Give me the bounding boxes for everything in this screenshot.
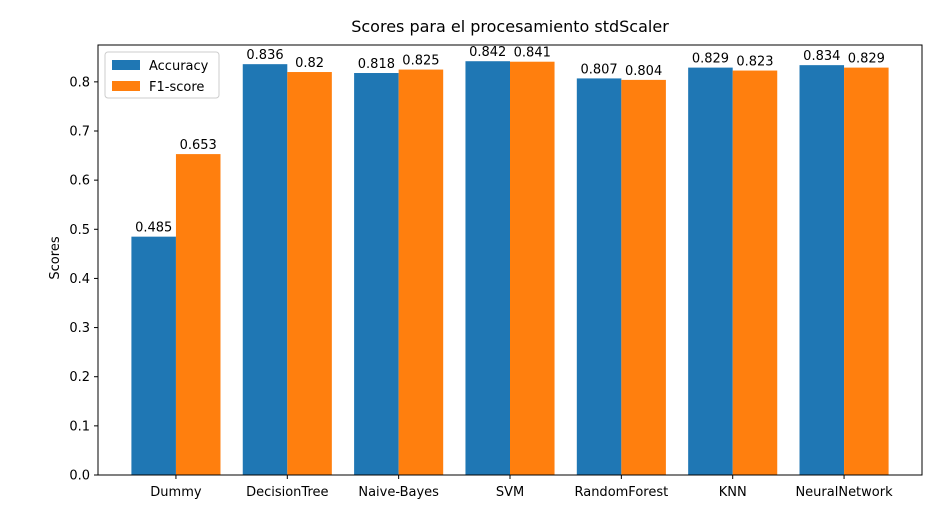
y-tick-label: 0.0 <box>69 469 90 484</box>
data-label: 0.823 <box>736 55 773 70</box>
bar-accuracy <box>131 236 176 475</box>
chart-title: Scores para el procesamiento stdScaler <box>351 17 669 36</box>
bar-f1-score <box>621 79 666 476</box>
data-label: 0.804 <box>625 64 662 79</box>
data-label: 0.842 <box>469 45 506 60</box>
bar-f1-score <box>398 69 444 476</box>
x-tick-label: Dummy <box>150 485 202 500</box>
legend-swatch <box>112 60 140 70</box>
x-tick-label: KNN <box>719 485 747 500</box>
data-label: 0.829 <box>692 52 729 67</box>
legend-swatch <box>112 81 140 91</box>
data-label: 0.829 <box>848 52 885 67</box>
y-tick-label: 0.6 <box>69 174 90 189</box>
data-label: 0.82 <box>295 56 324 71</box>
bar-f1-score <box>732 70 778 475</box>
x-tick-label: DecisionTree <box>246 485 328 500</box>
y-tick-label: 0.5 <box>69 223 90 238</box>
data-label: 0.834 <box>803 49 840 64</box>
y-tick-label: 0.1 <box>69 419 90 434</box>
bar-accuracy <box>354 73 399 476</box>
data-label: 0.818 <box>358 57 395 72</box>
y-axis-label: Scores <box>48 236 63 279</box>
bar-accuracy <box>242 64 288 475</box>
data-label: 0.841 <box>514 46 551 61</box>
plot-frame <box>97 44 923 476</box>
x-tick-label: RandomForest <box>574 485 668 500</box>
data-label: 0.485 <box>135 221 172 236</box>
data-label: 0.807 <box>580 62 617 77</box>
data-label: 0.825 <box>402 54 439 69</box>
bar-accuracy <box>688 67 733 475</box>
bar-f1-score <box>175 154 221 475</box>
data-label: 0.653 <box>180 138 217 153</box>
y-tick-label: 0.7 <box>69 125 90 140</box>
x-tick-label: SVM <box>496 485 524 500</box>
legend-label: Accuracy <box>149 59 209 74</box>
y-tick-label: 0.8 <box>69 75 90 90</box>
bar-accuracy <box>799 65 845 476</box>
data-labels-group: 0.485 0.653 0.836 0.82 0.818 0.825 0.842 0.841 0… <box>135 45 885 235</box>
bar-accuracy <box>465 61 510 476</box>
bar-f1-score <box>510 61 555 476</box>
bar-f1-score <box>287 72 332 476</box>
bar-accuracy <box>576 78 622 475</box>
x-tick-label: Naive-Bayes <box>358 485 439 500</box>
y-tick-label: 0.3 <box>69 321 90 336</box>
y-tick-label: 0.4 <box>69 272 90 287</box>
legend-label: F1-score <box>149 80 204 95</box>
legend: Accuracy F1-score <box>104 51 220 99</box>
x-tick-label: NeuralNetwork <box>795 485 893 500</box>
bars-group <box>131 61 889 476</box>
data-label: 0.836 <box>246 48 283 63</box>
x-axis: Dummy DecisionTree Naive-Bayes SVM RandomFor… <box>150 475 893 500</box>
y-tick-label: 0.2 <box>69 370 90 385</box>
bar-f1-score <box>844 67 889 475</box>
y-axis: 0.0 0.1 0.2 0.3 0.4 0.5 0.6 0.7 0.8 <box>69 75 98 484</box>
